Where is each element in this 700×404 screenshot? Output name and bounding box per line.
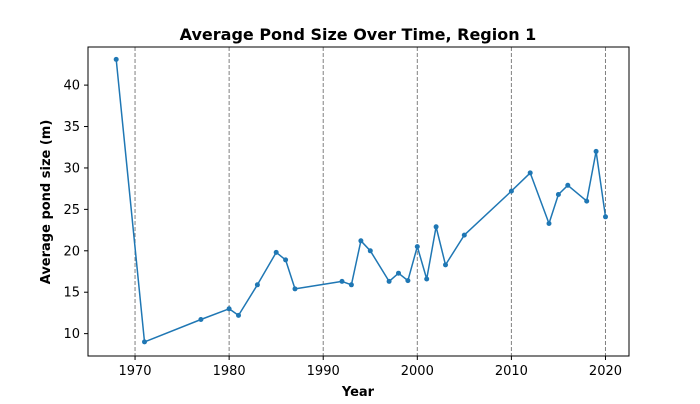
data-point — [565, 182, 571, 188]
data-point — [198, 317, 204, 322]
data-point — [339, 278, 345, 284]
data-point — [603, 214, 608, 220]
y-tick-label: 15 — [63, 286, 80, 301]
y-tick-label: 20 — [63, 244, 80, 259]
x-tick-label: 2000 — [401, 364, 434, 379]
y-tick-label: 10 — [63, 327, 80, 342]
data-point — [593, 148, 599, 154]
y-axis-ticks: 10 15 20 25 30 35 40 — [63, 79, 88, 342]
data-point — [348, 282, 354, 288]
data-point — [273, 249, 279, 255]
data-point — [386, 278, 392, 284]
data-point — [358, 238, 364, 244]
series-layer — [113, 56, 608, 345]
data-point — [424, 276, 430, 282]
x-tick-label: 1980 — [213, 364, 246, 379]
x-tick-label: 1970 — [118, 364, 151, 379]
data-point — [367, 248, 373, 254]
x-tick-label: 2020 — [589, 364, 622, 379]
data-point — [433, 224, 439, 230]
data-point — [226, 306, 232, 312]
y-tick-label: 35 — [63, 120, 80, 135]
x-axis-ticks: 1970 1980 1990 2000 2010 2020 — [118, 356, 622, 379]
data-point — [142, 339, 147, 345]
data-point — [292, 286, 298, 292]
y-tick-label: 40 — [63, 79, 80, 94]
x-axis-label: Year — [341, 385, 375, 400]
data-point — [546, 221, 552, 226]
y-tick-label: 30 — [63, 161, 80, 176]
data-point — [113, 56, 119, 62]
data-point — [508, 188, 514, 194]
series-line — [115, 59, 607, 343]
data-point — [283, 257, 289, 263]
y-axis-label: Average pond size (m) — [39, 120, 54, 285]
data-point — [555, 192, 561, 197]
y-tick-label: 25 — [63, 203, 80, 218]
chart-title: Average Pond Size Over Time, Region 1 — [180, 25, 537, 44]
vertical-reference-lines — [134, 47, 606, 356]
data-point — [414, 244, 420, 250]
data-point — [396, 270, 401, 276]
data-point — [254, 282, 260, 288]
data-point — [584, 198, 590, 204]
data-point — [443, 262, 448, 268]
data-point — [405, 278, 411, 284]
x-tick-label: 1990 — [307, 364, 340, 379]
data-point — [236, 312, 241, 318]
data-point — [461, 232, 467, 238]
data-point — [527, 170, 533, 176]
x-tick-label: 2010 — [495, 364, 528, 379]
plot-frame — [87, 46, 630, 357]
